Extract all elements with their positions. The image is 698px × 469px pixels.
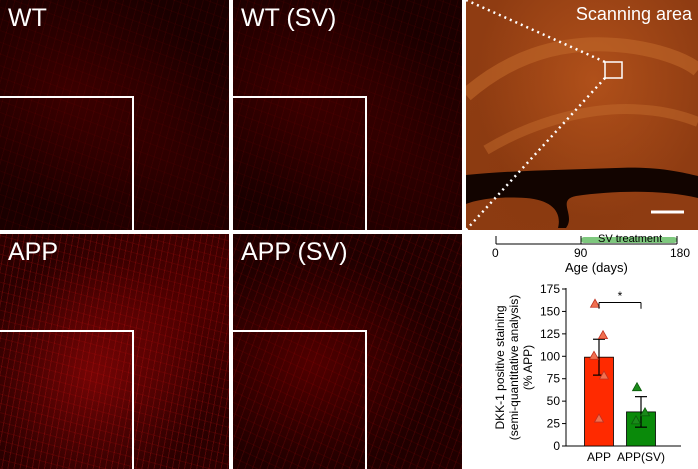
y-tick-label: 125	[540, 327, 560, 341]
data-point	[598, 370, 610, 380]
y-tick-label: 150	[540, 304, 560, 318]
y-tick-label: 50	[547, 394, 561, 408]
wt-inset	[0, 96, 134, 230]
wt-sv-label: WT (SV)	[241, 4, 337, 32]
data-point	[630, 415, 642, 425]
data-point	[589, 298, 601, 308]
app-label: APP	[8, 238, 59, 266]
data-point	[597, 329, 609, 340]
app-sv-label: APP (SV)	[241, 238, 348, 266]
data-point	[588, 350, 600, 360]
y-tick-label: 75	[547, 372, 561, 386]
timeline-tick-180: 180	[670, 246, 691, 260]
timeline-tick-0: 0	[492, 246, 499, 260]
app-panel: APP	[0, 234, 229, 469]
y-label-line: (% APP)	[521, 345, 535, 390]
y-tick-label: 175	[540, 282, 560, 296]
y-label-line: DKK-1 positive staining	[493, 305, 507, 429]
app-sv-panel: APP (SV)	[233, 234, 462, 469]
wt-label: WT	[8, 4, 47, 32]
y-tick-label: 100	[540, 349, 560, 363]
data-point	[639, 406, 651, 417]
wt-panel: WT	[0, 0, 229, 230]
timeline	[495, 236, 678, 245]
significance-star: *	[618, 289, 623, 303]
y-tick-label: 25	[547, 417, 561, 431]
scanning-area-label: Scanning area	[575, 4, 692, 24]
wt-sv-inset	[233, 96, 367, 230]
treatment-bar	[581, 237, 677, 243]
data-point	[593, 413, 605, 423]
app-sv-inset	[233, 330, 367, 469]
app-inset	[0, 330, 134, 469]
timeline-tick-90: 90	[574, 246, 588, 260]
y-label-line: (semi-quantitative analysis)	[507, 295, 521, 440]
hippocampus-outline	[466, 37, 698, 228]
dkk1-bar-chart: DKK-1 positive staining (semi-quantitativ…	[493, 282, 681, 464]
y-axis-label: DKK-1 positive staining (semi-quantitativ…	[493, 295, 535, 440]
treatment-label: SV treatment	[598, 233, 663, 245]
wt-sv-panel: WT (SV)	[233, 0, 462, 230]
y-tick-label: 0	[553, 439, 560, 453]
timeline-axis-label: Age (days)	[565, 260, 628, 275]
x-tick-label: APP	[587, 450, 611, 464]
x-tick-label: APP(SV)	[617, 450, 665, 464]
scanning-area-panel: Scanning area	[466, 0, 698, 230]
data-point	[631, 381, 643, 392]
